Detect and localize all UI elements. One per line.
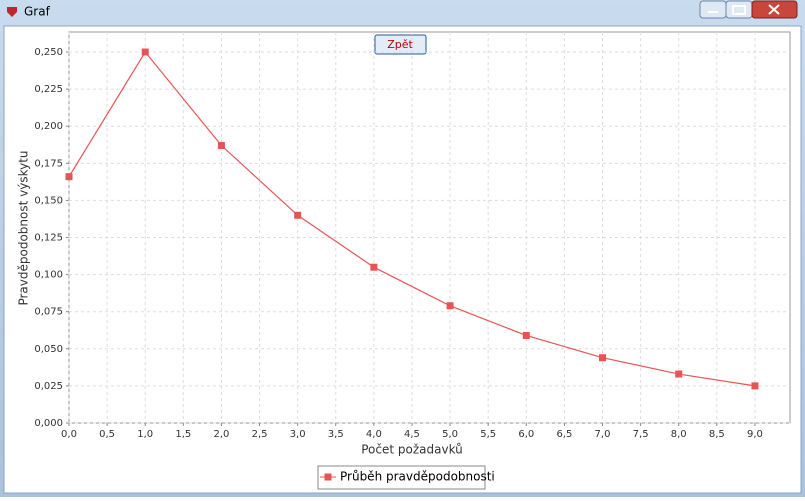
legend-marker	[324, 473, 332, 481]
y-tick-label: 0,150	[34, 195, 63, 206]
y-tick-label: 0,075	[34, 307, 63, 318]
x-tick-label: 9,0	[747, 429, 763, 440]
plot-area	[68, 31, 791, 424]
y-tick-label: 0,000	[34, 418, 63, 429]
x-tick-label: 6,0	[518, 429, 534, 440]
x-tick-label: 3,0	[290, 429, 306, 440]
x-axis-label: Počet požadavků	[361, 443, 463, 457]
legend	[317, 465, 486, 490]
x-tick-label: 1,0	[137, 429, 153, 440]
y-tick-label: 0,050	[34, 344, 63, 355]
x-tick-label: 8,0	[671, 429, 687, 440]
data-point	[65, 173, 73, 181]
x-tick-label: 4,5	[404, 429, 420, 440]
back-button[interactable]	[374, 34, 427, 55]
x-tick-label: 1,5	[175, 429, 191, 440]
y-axis-label: Pravděpodobnost výskytu	[17, 150, 31, 305]
series-line	[68, 50, 756, 387]
app-icon	[7, 7, 17, 17]
x-tick-label: 3,5	[328, 429, 344, 440]
x-tick-label: 2,5	[252, 429, 268, 440]
data-point	[599, 354, 607, 362]
x-tick-label: 0,5	[99, 429, 115, 440]
back-button-label[interactable]: Zpět	[387, 38, 413, 51]
x-tick-label: 4,0	[366, 429, 382, 440]
window-button-icons	[708, 4, 780, 15]
y-tick-label: 0,175	[34, 158, 63, 169]
minimize-button[interactable]	[699, 0, 727, 19]
data-point	[522, 331, 530, 339]
x-tick-label: 8,5	[709, 429, 725, 440]
legend-label: Průběh pravděpodobnosti	[340, 470, 495, 484]
x-tick-label: 5,0	[442, 429, 458, 440]
x-tick-label: 6,5	[556, 429, 572, 440]
data-point	[217, 142, 225, 150]
y-tick-label: 0,100	[34, 270, 63, 281]
data-point	[675, 370, 683, 378]
data-point	[294, 211, 302, 219]
y-tick-label: 0,025	[34, 381, 63, 392]
x-tick-label: 5,5	[480, 429, 496, 440]
y-tick-label: 0,225	[34, 84, 63, 95]
y-tick-label: 0,125	[34, 233, 63, 244]
x-tick-label: 7,5	[633, 429, 649, 440]
data-point	[751, 382, 759, 390]
x-tick-label: 7,0	[595, 429, 611, 440]
x-tick-label: 0,0	[61, 429, 77, 440]
y-tick-label: 0,250	[34, 47, 63, 58]
x-tick-label: 2,0	[213, 429, 229, 440]
y-tick-label: 0,200	[34, 121, 63, 132]
maximize-button[interactable]	[725, 0, 753, 19]
data-point	[370, 263, 378, 271]
data-point	[446, 302, 454, 310]
data-point	[141, 48, 149, 56]
window-title: Graf	[24, 5, 51, 19]
